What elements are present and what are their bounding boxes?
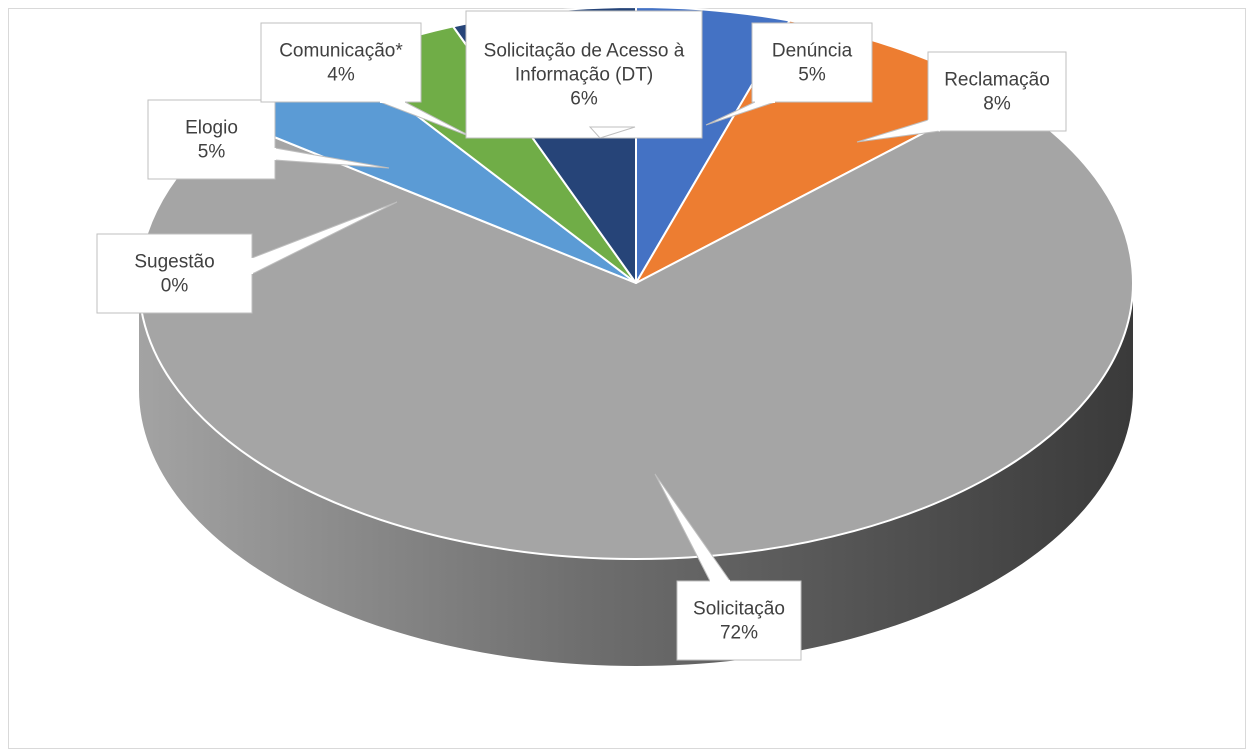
data-label-den-ncia: Denúncia 5%: [705, 22, 873, 126]
data-label-solicita-o: Solicitação 72%: [654, 473, 802, 661]
data-label-elogio: Elogio 5%: [147, 99, 390, 180]
callout-box: [260, 22, 422, 103]
data-label-comunica-o: Comunicação* 4%: [260, 22, 475, 139]
data-label-sugest-o: Sugestão 0%: [96, 201, 398, 314]
data-label-percent: 6%: [570, 89, 598, 110]
data-label-category: Sugestão: [134, 252, 214, 273]
callout-box: [751, 22, 873, 103]
data-label-percent: 4%: [327, 65, 355, 86]
data-label-category: Denúncia: [772, 41, 853, 62]
data-label-percent: 5%: [798, 65, 826, 86]
callout-joint: [927, 119, 941, 132]
callout-box: [676, 580, 802, 661]
data-label-category: Elogio: [185, 118, 238, 139]
pie-labels: Solicitação 72% Sugestão 0% Elogio 5% Comunica…: [96, 10, 1067, 661]
callout-pointer: [588, 126, 636, 139]
data-label-category: Informação (DT): [515, 65, 653, 86]
data-label-percent: 5%: [198, 142, 226, 163]
callout-box: [147, 99, 276, 180]
data-label-percent: 0%: [161, 276, 189, 297]
data-label-category: Reclamação: [944, 70, 1050, 91]
data-label-percent: 8%: [983, 94, 1011, 115]
data-label-category: Solicitação de Acesso à: [484, 41, 685, 62]
callout-box: [927, 51, 1067, 132]
pie-side: [139, 283, 1133, 666]
data-label-reclama-o: Reclamação 8%: [856, 51, 1067, 143]
data-label-category: Solicitação: [693, 599, 785, 620]
data-label-category: Comunicação*: [279, 41, 403, 62]
data-label-solicita-o-de-acesso-informa-o-dt: Solicitação de Acesso à Informação (DT) 6%: [465, 10, 703, 139]
callout-box: [465, 10, 703, 139]
callout-box: [96, 233, 253, 314]
pie-side-wall: [139, 283, 1133, 666]
data-label-percent: 72%: [720, 623, 758, 644]
